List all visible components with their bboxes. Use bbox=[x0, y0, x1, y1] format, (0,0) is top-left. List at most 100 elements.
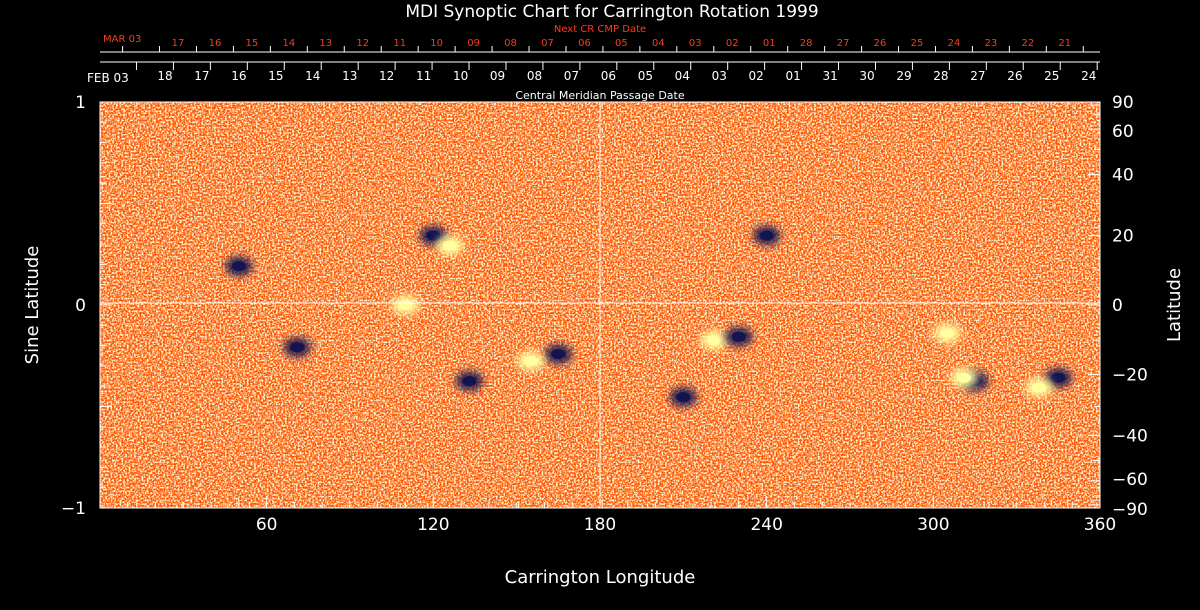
magnetic-region-core-negative bbox=[290, 342, 305, 353]
next-cmp-date-label: 28 bbox=[800, 38, 813, 49]
next-cmp-date-label: 16 bbox=[209, 38, 222, 49]
y-left-tick-label: 0 bbox=[75, 296, 86, 316]
cmp-axis-label: Central Meridian Passage Date bbox=[515, 89, 684, 102]
y-right-tick-label: −60 bbox=[1112, 470, 1148, 490]
magnetic-region-core-negative bbox=[426, 230, 441, 241]
magnetic-region-core-negative bbox=[759, 230, 774, 241]
cmp-date-label: 04 bbox=[675, 69, 690, 83]
y-left-tick-label: 1 bbox=[75, 93, 86, 113]
cmp-date-label: 06 bbox=[601, 69, 616, 83]
next-cmp-date-label: 15 bbox=[246, 38, 259, 49]
magnetic-region-core-positive bbox=[956, 372, 971, 383]
cmp-date-label: 15 bbox=[268, 69, 283, 83]
cmp-date-label: 05 bbox=[638, 69, 653, 83]
next-cmp-date-label: 14 bbox=[282, 38, 295, 49]
magnetic-region-core-negative bbox=[1051, 372, 1066, 383]
cmp-first-date: FEB 03 bbox=[87, 71, 129, 85]
cmp-date-label: 25 bbox=[1044, 69, 1059, 83]
magnetic-region-core-negative bbox=[231, 261, 246, 272]
next-cmp-date-label: 08 bbox=[504, 38, 517, 49]
cmp-date-label: 03 bbox=[712, 69, 727, 83]
magnetic-region-core-positive bbox=[706, 335, 721, 346]
cmp-date-label: 18 bbox=[157, 69, 172, 83]
next-cmp-date-label: 17 bbox=[172, 38, 185, 49]
next-cmp-date-label: 10 bbox=[430, 38, 443, 49]
next-cmp-date-label: 05 bbox=[615, 38, 628, 49]
y-left-tick-label: −1 bbox=[61, 499, 86, 519]
next-cmp-first-date: MAR 03 bbox=[103, 34, 141, 45]
cmp-date-label: 28 bbox=[933, 69, 948, 83]
y-right-tick-label: 40 bbox=[1112, 166, 1134, 186]
cmp-date-label: 13 bbox=[342, 69, 357, 83]
cmp-date-label: 14 bbox=[305, 69, 320, 83]
longitude-axis: 60 120 180 240 300 360 bbox=[99, 496, 1116, 535]
x-tick-label: 240 bbox=[750, 515, 782, 535]
cmp-date-label: 02 bbox=[749, 69, 764, 83]
next-cmp-axis-label: Next CR CMP Date bbox=[554, 24, 646, 35]
next-cmp-date-label: 13 bbox=[319, 38, 332, 49]
x-tick-label: 360 bbox=[1084, 515, 1116, 535]
next-cmp-date-label: 04 bbox=[652, 38, 665, 49]
magnetic-regions bbox=[224, 225, 1073, 408]
magnetic-region-core-positive bbox=[443, 240, 457, 251]
cmp-date-label: 29 bbox=[896, 69, 911, 83]
x-tick-label: 120 bbox=[417, 515, 449, 535]
y-right-tick-label: 90 bbox=[1112, 93, 1134, 113]
y-right-tick-label: 20 bbox=[1112, 227, 1134, 247]
cmp-date-label: 26 bbox=[1007, 69, 1022, 83]
next-cmp-date-label: 27 bbox=[837, 38, 850, 49]
magnetic-region-core-negative bbox=[731, 331, 746, 342]
y-axis-right-label: Latitude bbox=[1164, 268, 1185, 342]
cmp-date-label: 17 bbox=[194, 69, 209, 83]
next-cmp-date-label: 25 bbox=[911, 38, 924, 49]
cmp-date-label: 16 bbox=[231, 69, 246, 83]
next-cmp-date-label: 21 bbox=[1058, 38, 1071, 49]
next-cmp-date-label: 22 bbox=[1021, 38, 1034, 49]
x-tick-label: 300 bbox=[917, 515, 949, 535]
next-cmp-date-label: 02 bbox=[726, 38, 739, 49]
magnetic-region-core-positive bbox=[523, 355, 538, 366]
y-axis-left-label: Sine Latitude bbox=[22, 246, 43, 365]
cmp-date-label: 08 bbox=[527, 69, 542, 83]
y-right-tick-label: −40 bbox=[1112, 426, 1148, 446]
cmp-date-label: 31 bbox=[822, 69, 837, 83]
chart-title: MDI Synoptic Chart for Carrington Rotati… bbox=[405, 2, 818, 22]
next-cmp-date-label: 01 bbox=[763, 38, 776, 49]
cmp-date-label: 24 bbox=[1081, 69, 1096, 83]
cmp-date-label: 07 bbox=[564, 69, 579, 83]
next-cmp-date-label: 26 bbox=[874, 38, 887, 49]
cmp-date-label: 10 bbox=[453, 69, 468, 83]
cmp-date-label: 30 bbox=[859, 69, 874, 83]
x-axis-label: Carrington Longitude bbox=[505, 567, 696, 588]
y-right-tick-label: −90 bbox=[1112, 500, 1148, 520]
x-tick-label: 180 bbox=[584, 515, 616, 535]
next-cmp-date-label: 07 bbox=[541, 38, 554, 49]
next-cmp-date-label: 09 bbox=[467, 38, 480, 49]
cmp-date-label: 11 bbox=[416, 69, 431, 83]
latitude-axis: 90 60 40 20 0 −20 −40 −60 −90 bbox=[1088, 93, 1148, 520]
cmp-date-label: 27 bbox=[970, 69, 985, 83]
cmp-date-label: 09 bbox=[490, 69, 505, 83]
next-cmp-date-axis: 17 16 15 14 13 12 11 10 09 08 07 06 05 04 03 02 01 28 27 26… bbox=[100, 38, 1100, 53]
magnetic-region-core-positive bbox=[398, 300, 413, 310]
next-cmp-date-label: 11 bbox=[393, 38, 406, 49]
magnetic-region-core-positive bbox=[940, 328, 955, 339]
magnetic-region-core-negative bbox=[676, 392, 691, 403]
sine-latitude-axis: 1 0 −1 bbox=[61, 93, 112, 519]
cmp-date-label: 01 bbox=[786, 69, 801, 83]
cmp-date-axis: 18 17 16 15 14 13 12 11 10 09 08 07 06 05 04 03 02 01 31 30… bbox=[100, 61, 1100, 83]
y-right-tick-label: 60 bbox=[1112, 122, 1134, 142]
cmp-date-label: 12 bbox=[379, 69, 394, 83]
next-cmp-date-label: 03 bbox=[689, 38, 702, 49]
magnetic-region-core-negative bbox=[462, 376, 477, 387]
next-cmp-date-label: 23 bbox=[985, 38, 998, 49]
next-cmp-date-label: 12 bbox=[356, 38, 369, 49]
magnetic-region-core-negative bbox=[551, 349, 566, 360]
y-right-tick-label: −20 bbox=[1112, 365, 1148, 385]
magnetic-region-core-positive bbox=[1031, 382, 1046, 393]
next-cmp-date-label: 24 bbox=[948, 38, 961, 49]
next-cmp-date-label: 06 bbox=[578, 38, 591, 49]
y-right-tick-label: 0 bbox=[1112, 296, 1123, 316]
x-tick-label: 60 bbox=[256, 515, 278, 535]
